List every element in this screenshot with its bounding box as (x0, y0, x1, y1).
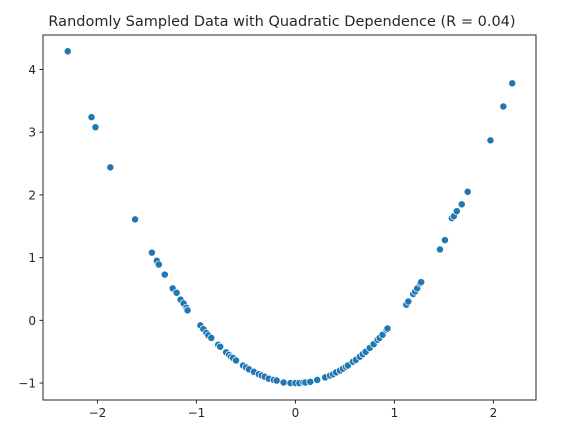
x-tick-label: 0 (292, 406, 300, 420)
data-point (272, 376, 281, 385)
y-tick-label: 2 (28, 188, 36, 202)
data-point (499, 102, 508, 111)
x-tick-label: 2 (490, 406, 498, 420)
data-point (131, 215, 140, 224)
data-point (508, 79, 517, 88)
data-point (172, 288, 181, 297)
data-point (404, 297, 413, 306)
data-point (279, 378, 288, 387)
data-point (91, 123, 100, 132)
data-point (232, 356, 240, 365)
data-point (63, 47, 72, 56)
data-point (154, 260, 163, 269)
plot-frame (42, 34, 537, 401)
chart-title: Randomly Sampled Data with Quadratic Dep… (48, 14, 515, 30)
data-point (147, 248, 156, 257)
data-points (63, 47, 517, 388)
data-point (383, 324, 392, 333)
y-tick-label: 0 (28, 314, 36, 328)
data-point (207, 333, 216, 342)
data-point (440, 236, 449, 245)
y-tick-label: −1 (18, 377, 36, 391)
data-point (463, 187, 472, 196)
data-point (313, 375, 322, 384)
data-point (457, 200, 466, 209)
data-point (106, 163, 115, 172)
y-tick-label: 1 (28, 251, 36, 265)
data-point (87, 113, 96, 122)
data-point (216, 342, 225, 351)
x-tick-label: 1 (391, 406, 399, 420)
data-point (436, 245, 444, 254)
data-point (486, 136, 495, 145)
y-tick-label: 4 (28, 63, 36, 77)
data-point (306, 377, 315, 386)
data-point (417, 278, 426, 287)
axis-ticks: −2 −1 0 1 2 −1 0 1 2 3 4 (18, 63, 497, 420)
y-tick-label: 3 (28, 126, 36, 140)
x-tick-label: −2 (89, 406, 107, 420)
x-tick-label: −1 (188, 406, 206, 420)
data-point (160, 270, 169, 279)
data-point (183, 306, 192, 315)
data-point (452, 207, 461, 216)
